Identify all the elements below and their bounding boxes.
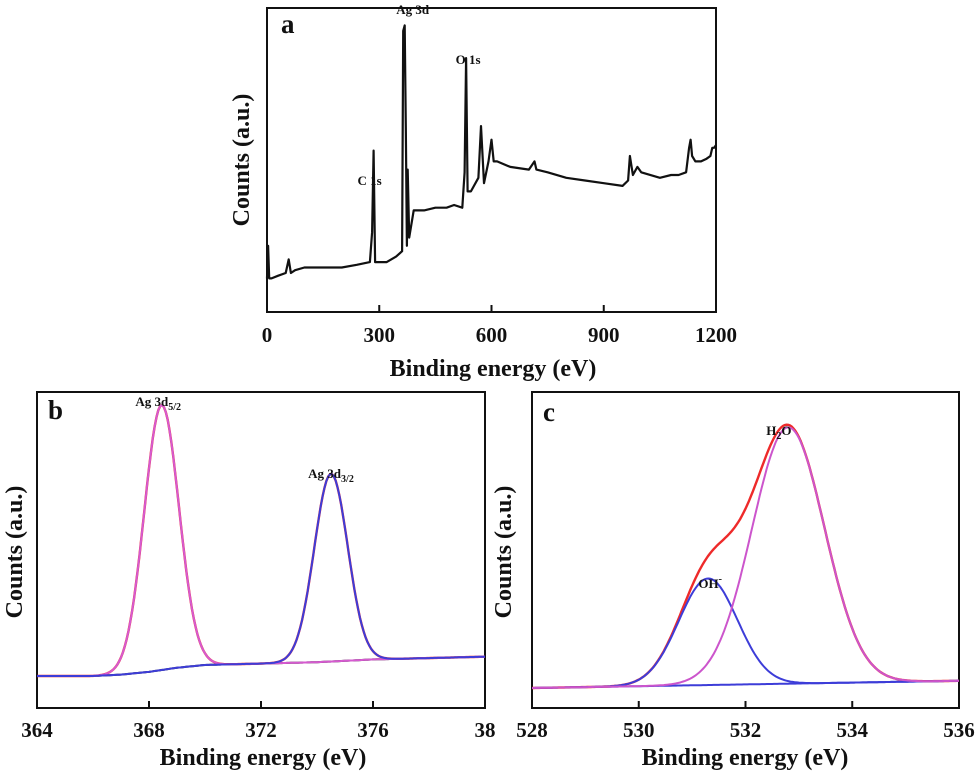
panel-c-xtick-label: 532 <box>730 718 762 742</box>
panel-b-xtick-label: 368 <box>133 718 165 742</box>
panel-c-peak-annotation: OH- <box>698 574 722 591</box>
panel-b-component-peak-2 <box>37 473 485 677</box>
panel-b-frame <box>36 391 486 709</box>
panel-b-xtick-label: 38 <box>475 718 496 742</box>
panel-b-ylabel: Counts (a.u.) <box>2 486 28 619</box>
panel-c: 528 530 532 534 536 OH- H2O c Binding energy … <box>491 391 975 771</box>
panel-a-peak-annotation: C 1s <box>358 173 382 188</box>
panel-c-xtick-label: 534 <box>837 718 869 742</box>
panel-c-ylabel: Counts (a.u.) <box>491 486 517 619</box>
panel-b-xlabel: Binding energy (eV) <box>160 745 367 771</box>
panel-a-xtick-label: 600 <box>476 323 508 347</box>
panel-a: 0 300 600 900 1200 C 1s Ag 3d O 1s a Binding e… <box>229 2 737 382</box>
panel-a-peak-annotation: O 1s <box>456 52 481 67</box>
panel-a-ylabel: Counts (a.u.) <box>229 94 255 227</box>
panel-c-frame <box>531 391 960 709</box>
panel-b-component-peak-1 <box>37 403 485 677</box>
panel-b-peak-annotation: Ag 3d3/2 <box>308 466 354 485</box>
panel-a-peak-annotation: Ag 3d <box>396 2 430 17</box>
panel-c-xtick-label: 536 <box>943 718 975 742</box>
panel-a-spectrum-line <box>265 24 717 280</box>
panel-b-envelope-line <box>37 403 485 678</box>
panel-c-xtick-label: 530 <box>623 718 655 742</box>
panel-c-label: c <box>543 397 555 427</box>
panel-c-xtick-label: 528 <box>516 718 548 742</box>
panel-c-component-peak-2 <box>532 426 959 689</box>
panel-b-xtick-label: 376 <box>357 718 389 742</box>
panel-a-label: a <box>281 9 295 39</box>
panel-b-label: b <box>48 395 63 425</box>
panel-c-xlabel: Binding energy (eV) <box>642 745 849 771</box>
panel-c-peak-annotation: H2O <box>766 423 791 442</box>
panel-b-peak-annotation: Ag 3d5/2 <box>135 394 181 413</box>
panel-b: 364 368 372 376 38 Ag 3d5/2 Ag 3d3/2 b Bindin… <box>2 391 496 771</box>
panel-a-xtick-label: 0 <box>262 323 273 347</box>
panel-a-xtick-label: 1200 <box>695 323 737 347</box>
panel-a-xtick-label: 900 <box>588 323 620 347</box>
panel-a-xtick-label: 300 <box>364 323 396 347</box>
panel-a-xlabel: Binding energy (eV) <box>390 356 597 382</box>
panel-b-xtick-label: 372 <box>245 718 277 742</box>
panel-c-component-peak-1 <box>532 577 959 689</box>
panel-b-xtick-label: 364 <box>21 718 53 742</box>
